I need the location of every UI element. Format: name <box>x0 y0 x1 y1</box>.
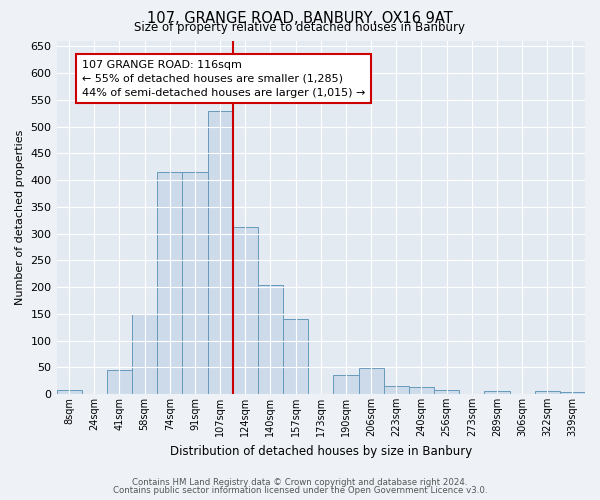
Bar <box>233 226 258 394</box>
Bar <box>383 386 409 394</box>
Bar <box>560 392 585 394</box>
Bar <box>258 286 283 394</box>
Text: 107, GRANGE ROAD, BANBURY, OX16 9AT: 107, GRANGE ROAD, BANBURY, OX16 9AT <box>147 11 453 26</box>
Bar <box>157 172 182 394</box>
Bar <box>132 314 157 394</box>
Text: Contains HM Land Registry data © Crown copyright and database right 2024.: Contains HM Land Registry data © Crown c… <box>132 478 468 487</box>
Bar <box>182 172 208 394</box>
Text: Size of property relative to detached houses in Banbury: Size of property relative to detached ho… <box>134 21 466 34</box>
Bar <box>107 370 132 394</box>
Bar <box>283 319 308 394</box>
Y-axis label: Number of detached properties: Number of detached properties <box>15 130 25 305</box>
Bar <box>484 392 509 394</box>
Bar <box>409 387 434 394</box>
Bar <box>56 390 82 394</box>
Text: Contains public sector information licensed under the Open Government Licence v3: Contains public sector information licen… <box>113 486 487 495</box>
Text: 107 GRANGE ROAD: 116sqm
← 55% of detached houses are smaller (1,285)
44% of semi: 107 GRANGE ROAD: 116sqm ← 55% of detache… <box>82 60 365 98</box>
X-axis label: Distribution of detached houses by size in Banbury: Distribution of detached houses by size … <box>170 444 472 458</box>
Bar <box>359 368 383 394</box>
Bar <box>334 376 359 394</box>
Bar <box>434 390 459 394</box>
Bar <box>208 110 233 394</box>
Bar <box>535 392 560 394</box>
